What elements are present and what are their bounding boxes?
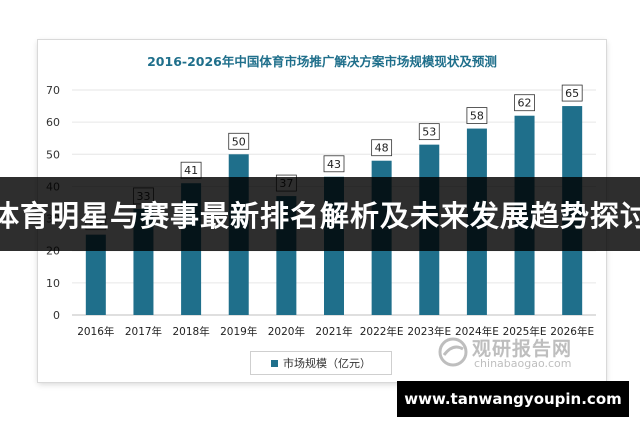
data-label: 48 bbox=[375, 142, 389, 155]
data-label: 41 bbox=[184, 164, 198, 177]
watermark-cn: 观研报告网 bbox=[472, 338, 573, 360]
watermark-logo-icon bbox=[438, 337, 468, 367]
data-label: 65 bbox=[565, 87, 579, 100]
legend-label: 市场规模（亿元） bbox=[283, 357, 371, 370]
data-label: 58 bbox=[470, 110, 484, 123]
data-label-box bbox=[228, 132, 250, 150]
y-tick-label: 0 bbox=[53, 309, 60, 322]
data-label-box bbox=[466, 107, 488, 124]
x-tick-label: 2025年E bbox=[503, 325, 547, 338]
data-label: 53 bbox=[422, 126, 436, 139]
data-label-box bbox=[371, 139, 393, 157]
data-label-box bbox=[514, 94, 535, 112]
data-label: 50 bbox=[232, 135, 246, 148]
legend: 市场规模（亿元） bbox=[250, 351, 392, 375]
x-tick-label: 2024年E bbox=[455, 325, 499, 338]
data-label-box bbox=[323, 155, 345, 173]
headline-banner: 体育明星与赛事最新排名解析及未来发展趋势探讨 bbox=[0, 177, 640, 251]
data-label: 43 bbox=[327, 158, 341, 171]
x-tick-label: 2016年 bbox=[77, 325, 114, 338]
x-tick-label: 2019年 bbox=[220, 325, 257, 338]
data-label: 62 bbox=[518, 97, 532, 110]
x-tick-label: 2017年 bbox=[125, 325, 162, 338]
legend-swatch bbox=[271, 359, 278, 367]
x-axis-ticks: 2016年 2017年 2018年 2019年 2020年 2021年 2022年E 2023… bbox=[77, 325, 594, 338]
watermark: 观研报告网 chinabaogao.com bbox=[436, 332, 606, 372]
y-tick-label: 10 bbox=[46, 277, 60, 290]
x-tick-label: 2026年E bbox=[550, 325, 594, 338]
chart-title: 2016-2026年中国体育市场推广解决方案市场规模现状及预测 bbox=[147, 54, 497, 69]
y-tick-label: 70 bbox=[46, 84, 60, 97]
data-label-box bbox=[561, 84, 583, 102]
bar bbox=[85, 234, 106, 315]
y-tick-label: 50 bbox=[46, 148, 60, 161]
site-label[interactable]: www.tanwangyoupin.com bbox=[397, 381, 629, 417]
x-tick-label: 2020年 bbox=[268, 325, 305, 338]
headline-text: 体育明星与赛事最新排名解析及未来发展趋势探讨 bbox=[0, 199, 640, 233]
x-tick-label: 2022年E bbox=[360, 325, 404, 338]
site-url[interactable]: www.tanwangyoupin.com bbox=[404, 390, 622, 408]
x-tick-label: 2018年 bbox=[172, 325, 209, 338]
x-tick-label: 2021年 bbox=[315, 325, 352, 338]
watermark-en: chinabaogao.com bbox=[474, 357, 572, 370]
x-tick-label: 2023年E bbox=[407, 325, 451, 338]
data-label-box bbox=[418, 123, 440, 141]
y-tick-label: 60 bbox=[46, 116, 60, 129]
